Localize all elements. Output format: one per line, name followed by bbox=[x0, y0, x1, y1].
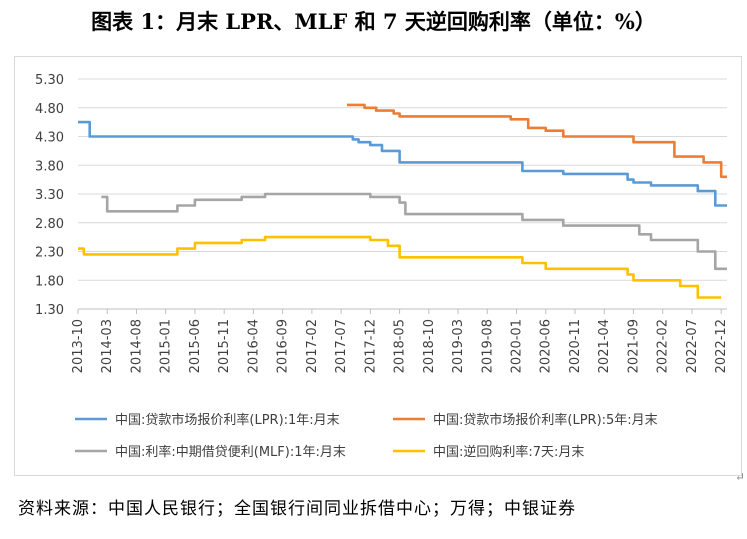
y-tick-label: 2.80 bbox=[35, 217, 64, 232]
legend-label: 中国:利率:中期借贷便利(MLF):1年:月末 bbox=[115, 444, 346, 460]
figure-title: 图表 1：月末 LPR、MLF 和 7 天逆回购利率（单位：%） bbox=[91, 9, 656, 34]
x-tick-label: 2016-09 bbox=[276, 319, 291, 373]
x-tick-label: 2020-06 bbox=[539, 319, 554, 373]
series-line-lpr5y bbox=[347, 103, 727, 179]
series-line-rr7d bbox=[78, 235, 722, 299]
y-tick-label: 4.80 bbox=[35, 102, 64, 117]
x-tick-label: 2019-08 bbox=[480, 319, 495, 373]
x-tick-label: 2020-01 bbox=[510, 319, 525, 373]
legend-item-mlf: 中国:利率:中期借贷便利(MLF):1年:月末 bbox=[75, 444, 346, 460]
legend-label: 中国:逆回购利率:7天:月末 bbox=[433, 444, 584, 460]
chart-area: 5.30 4.80 4.30 3.80 3.30 2.80 2.30 1.80 1.30 2013… bbox=[14, 56, 742, 476]
x-tick-label: 2017-12 bbox=[363, 319, 378, 373]
x-tick-label: 2017-07 bbox=[334, 319, 349, 373]
x-tick-label: 2015-06 bbox=[188, 319, 203, 373]
x-tick-label: 2021-04 bbox=[597, 319, 612, 373]
x-tick-label: 2015-01 bbox=[159, 319, 174, 373]
source-note: 资料来源：中国人民银行；全国银行间同业拆借中心；万得；中银证券 bbox=[18, 499, 576, 519]
legend-item-rr7d: 中国:逆回购利率:7天:月末 bbox=[393, 444, 584, 460]
x-tick-label: 2021-09 bbox=[626, 319, 641, 373]
x-tick-label: 2014-08 bbox=[129, 319, 144, 373]
line-chart: 5.30 4.80 4.30 3.80 3.30 2.80 2.30 1.80 1.30 2013… bbox=[35, 73, 729, 460]
x-tick-label: 2018-10 bbox=[422, 319, 437, 373]
y-tick-label: 1.30 bbox=[35, 303, 64, 318]
x-tick-label: 2013-10 bbox=[71, 319, 86, 373]
legend-label: 中国:贷款市场报价利率(LPR):1年:月末 bbox=[115, 412, 340, 428]
x-tick-label: 2017-02 bbox=[305, 319, 320, 373]
x-tick-label: 2018-05 bbox=[393, 319, 408, 373]
y-tick-label: 2.30 bbox=[35, 246, 64, 261]
series-line-lpr1y bbox=[78, 120, 727, 207]
y-tick-label: 3.30 bbox=[35, 188, 64, 203]
x-tick-label: 2014-03 bbox=[100, 319, 115, 373]
y-tick-label: 4.30 bbox=[35, 131, 64, 146]
series-lines bbox=[78, 103, 727, 299]
x-tick-label: 2020-11 bbox=[568, 319, 583, 373]
x-tick-label: 2019-03 bbox=[451, 319, 466, 373]
x-tick-label: 2016-04 bbox=[246, 319, 261, 373]
legend-item-lpr5y: 中国:贷款市场报价利率(LPR):5年:月末 bbox=[393, 412, 658, 428]
series-line-mlf bbox=[101, 192, 727, 271]
legend-item-lpr1y: 中国:贷款市场报价利率(LPR):1年:月末 bbox=[75, 412, 340, 428]
paragraph-mark: ↵ bbox=[734, 470, 745, 484]
legend: 中国:贷款市场报价利率(LPR):1年:月末 中国:贷款市场报价利率(LPR):5… bbox=[75, 412, 658, 460]
x-tick-label: 2022-02 bbox=[656, 319, 671, 373]
axes: 5.30 4.80 4.30 3.80 3.30 2.80 2.30 1.80 1.30 2013… bbox=[35, 73, 729, 373]
y-tick-label: 1.80 bbox=[35, 274, 64, 289]
y-tick-label: 3.80 bbox=[35, 159, 64, 174]
x-tick-label: 2015-11 bbox=[217, 319, 232, 373]
legend-label: 中国:贷款市场报价利率(LPR):5年:月末 bbox=[433, 412, 658, 428]
x-tick-label: 2022-12 bbox=[714, 319, 729, 373]
x-tick-label: 2022-07 bbox=[685, 319, 700, 373]
y-tick-label: 5.30 bbox=[35, 73, 64, 88]
